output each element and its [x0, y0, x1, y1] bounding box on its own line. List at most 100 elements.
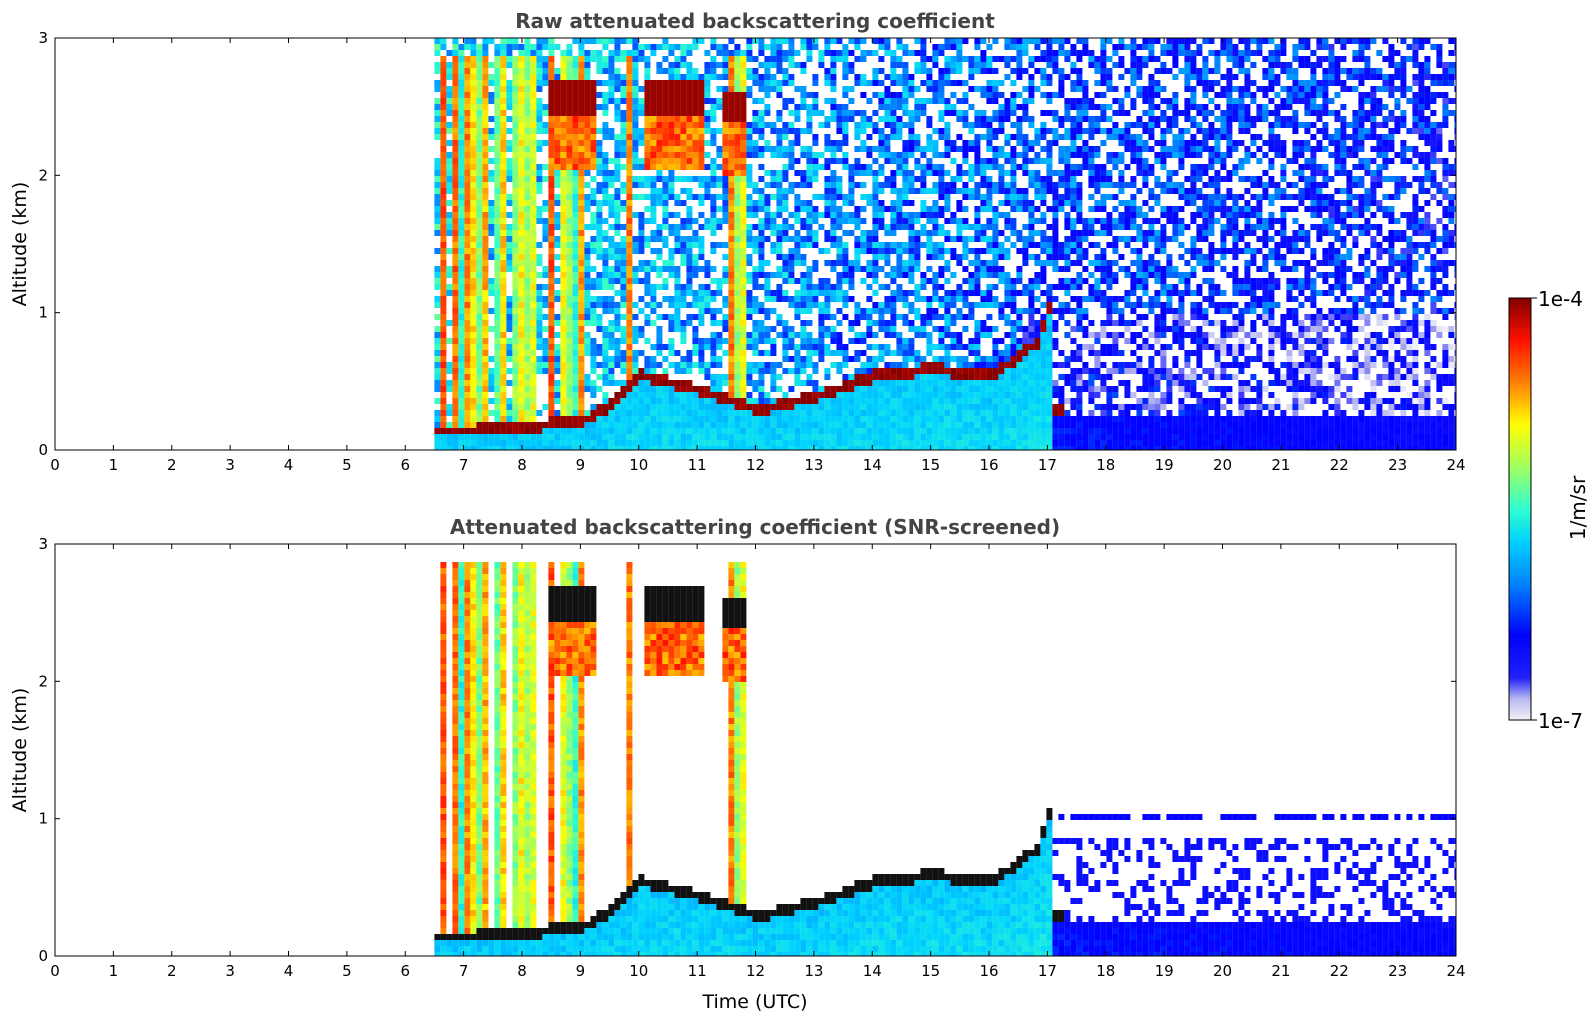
- heatmap-cell: [956, 218, 963, 224]
- heatmap-cell: [860, 368, 867, 374]
- heatmap-cell: [620, 326, 627, 332]
- heatmap-cell: [560, 68, 567, 74]
- heatmap-cell: [536, 74, 543, 80]
- heatmap-cell: [800, 218, 807, 224]
- heatmap-cell: [770, 128, 777, 134]
- heatmap-cell: [650, 392, 657, 398]
- heatmap-cell: [632, 50, 639, 56]
- heatmap-cell: [614, 302, 621, 308]
- heatmap-cell: [842, 86, 849, 92]
- heatmap-cell: [650, 80, 657, 86]
- heatmap-cell: [782, 392, 789, 398]
- heatmap-cell: [512, 428, 519, 434]
- heatmap-cell: [458, 86, 465, 92]
- heatmap-cell: [806, 110, 813, 116]
- heatmap-cell: [434, 128, 441, 134]
- heatmap-cell: [644, 272, 651, 278]
- heatmap-cell: [824, 68, 831, 74]
- heatmap-cell: [920, 206, 927, 212]
- heatmap-cell: [764, 278, 771, 284]
- heatmap-cell: [614, 422, 621, 428]
- heatmap-cell: [704, 98, 711, 104]
- heatmap-cell: [800, 254, 807, 260]
- heatmap-cell: [830, 440, 837, 446]
- heatmap-cell: [548, 326, 555, 332]
- heatmap-cell: [488, 224, 495, 230]
- heatmap-cell: [590, 212, 597, 218]
- heatmap-cell: [818, 410, 825, 416]
- heatmap-cell: [596, 422, 603, 428]
- heatmap-cell: [842, 440, 849, 446]
- heatmap-cell: [908, 422, 915, 428]
- heatmap-cell: [500, 260, 507, 266]
- heatmap-cell: [500, 434, 507, 440]
- heatmap-cell: [572, 296, 579, 302]
- heatmap-cell: [728, 428, 735, 434]
- heatmap-cell: [752, 224, 759, 230]
- heatmap-cell: [482, 260, 489, 266]
- heatmap-cell: [680, 152, 687, 158]
- heatmap-cell: [686, 62, 693, 68]
- heatmap-cell: [470, 140, 477, 146]
- heatmap-cell: [530, 62, 537, 68]
- heatmap-cell: [494, 350, 501, 356]
- heatmap-cell: [788, 224, 795, 230]
- heatmap-cell: [476, 248, 483, 254]
- heatmap-cell: [758, 380, 765, 386]
- heatmap-cell: [560, 416, 567, 422]
- heatmap-cell: [668, 350, 675, 356]
- heatmap-cell: [524, 398, 531, 404]
- heatmap-cell: [464, 290, 471, 296]
- heatmap-cell: [806, 56, 813, 62]
- heatmap-cell: [908, 218, 915, 224]
- heatmap-cell: [656, 398, 663, 404]
- heatmap-cell: [458, 242, 465, 248]
- heatmap-cell: [866, 272, 873, 278]
- heatmap-cell: [956, 404, 963, 410]
- heatmap-cell: [536, 170, 543, 176]
- heatmap-cell: [914, 398, 921, 404]
- heatmap-cell: [932, 140, 939, 146]
- heatmap-cell: [620, 338, 627, 344]
- heatmap-cell: [452, 308, 459, 314]
- heatmap-cell: [656, 164, 663, 170]
- heatmap-cell: [752, 200, 759, 206]
- heatmap-cell: [674, 110, 681, 116]
- heatmap-cell: [728, 386, 735, 392]
- heatmap-cell: [914, 440, 921, 446]
- heatmap-cell: [764, 236, 771, 242]
- heatmap-cell: [560, 392, 567, 398]
- heatmap-cell: [554, 128, 561, 134]
- heatmap-cell: [464, 140, 471, 146]
- heatmap-cell: [518, 200, 525, 206]
- heatmap-cell: [476, 302, 483, 308]
- heatmap-cell: [530, 308, 537, 314]
- heatmap-cell: [452, 206, 459, 212]
- heatmap-cell: [740, 116, 747, 122]
- heatmap-cell: [452, 332, 459, 338]
- heatmap-cell: [854, 170, 861, 176]
- heatmap-cell: [524, 410, 531, 416]
- heatmap-cell: [488, 308, 495, 314]
- heatmap-cell: [608, 434, 615, 440]
- heatmap-cell: [956, 224, 963, 230]
- heatmap-cell: [620, 248, 627, 254]
- heatmap-cell: [746, 152, 753, 158]
- heatmap-cell: [860, 428, 867, 434]
- heatmap-cell: [524, 224, 531, 230]
- heatmap-cell: [476, 284, 483, 290]
- heatmap-cell: [812, 206, 819, 212]
- heatmap-cell: [536, 362, 543, 368]
- heatmap-cell: [980, 170, 987, 176]
- heatmap-cell: [824, 278, 831, 284]
- heatmap-cell: [548, 386, 555, 392]
- heatmap-cell: [500, 362, 507, 368]
- heatmap-cell: [884, 368, 891, 374]
- heatmap-cell: [698, 440, 705, 446]
- heatmap-cell: [590, 434, 597, 440]
- heatmap-cell: [572, 56, 579, 62]
- heatmap-cell: [494, 146, 501, 152]
- heatmap-cell: [446, 86, 453, 92]
- heatmap-cell: [716, 422, 723, 428]
- heatmap-cell: [596, 38, 603, 44]
